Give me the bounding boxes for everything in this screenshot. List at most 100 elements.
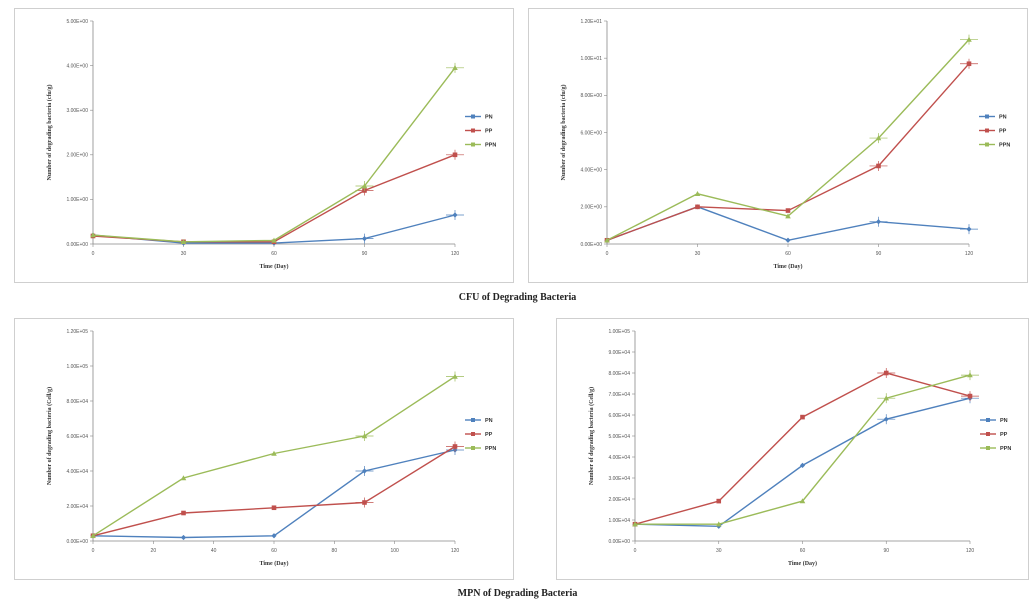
y-tick-label: 0.00E+00 [580, 242, 602, 248]
data-point-pp [967, 393, 973, 399]
x-tick-label: 120 [966, 548, 975, 554]
data-point-ppn [966, 36, 972, 42]
y-tick-label: 1.20E+05 [66, 329, 88, 335]
x-tick-label: 120 [451, 548, 460, 554]
chart-svg-3: 0.00E+00 2.00E+04 4.00E+04 6.00E+04 8.00E+04… [46, 329, 496, 567]
x-tick-label: 20 [151, 548, 157, 554]
y-axis-title: Number of degrading bacteria (cfu/g) [46, 85, 53, 181]
x-tick-label: 90 [883, 548, 889, 554]
data-point-pn [452, 212, 458, 218]
data-point-ppn [604, 237, 610, 243]
data-point-ppn [967, 372, 973, 378]
data-point-pp [181, 510, 186, 516]
x-tick-label: 30 [716, 548, 722, 554]
data-point-ppn [694, 191, 701, 197]
legend-label-pp: PP [1000, 432, 1008, 438]
legend-marker-pn [986, 418, 990, 422]
x-axis-title: Time (Day) [259, 263, 288, 270]
y-axis-title: Number of degrading bacteria (Cell/g) [46, 387, 53, 485]
x-axis-title: Time (Day) [773, 263, 802, 270]
x-axis-title: Time (Day) [788, 560, 817, 567]
caption-mpn: MPN of Degrading Bacteria [457, 588, 578, 599]
x-tick-label: 30 [695, 251, 701, 257]
data-point-pp [966, 61, 972, 67]
y-tick-label: 4.00E+00 [66, 63, 88, 69]
y-tick-label: 2.00E+00 [580, 205, 602, 211]
legend-label-ppn: PPN [1000, 446, 1011, 452]
legend-marker-pn [471, 114, 475, 119]
data-point-pp [876, 163, 881, 169]
y-tick-label: 4.00E+04 [66, 469, 88, 475]
y-tick-label: 3.00E+04 [608, 476, 630, 482]
legend-label-pn: PN [1000, 418, 1008, 424]
legend-label-pp: PP [999, 129, 1007, 135]
y-tick-label: 4.00E+04 [608, 455, 630, 461]
y-tick-label: 0.00E+00 [66, 539, 88, 545]
x-tick-label: 120 [965, 251, 974, 257]
data-point-ppn [90, 532, 96, 538]
data-point-pp [785, 208, 791, 213]
x-tick-label: 60 [271, 548, 277, 554]
legend-marker-ppn [986, 446, 990, 450]
legend-marker-pn [985, 114, 989, 119]
data-point-ppn [271, 450, 277, 456]
x-tick-label: 60 [271, 251, 277, 257]
y-tick-label: 1.00E+00 [66, 197, 88, 203]
data-point-pn [180, 534, 187, 541]
legend-label-pp: PP [485, 129, 493, 135]
y-tick-label: 0.00E+00 [608, 539, 630, 545]
caption-cfu: CFU of Degrading Bacteria [458, 292, 577, 303]
legend-label-ppn: PPN [485, 143, 496, 149]
y-tick-label: 9.00E+04 [608, 350, 630, 356]
legend-marker-pp [471, 128, 475, 133]
y-axis-title: Number of degrading bacteria (Cell/g) [588, 387, 595, 485]
x-tick-label: 90 [876, 251, 882, 257]
data-point-ppn [715, 521, 722, 527]
data-point-pp [271, 505, 277, 511]
legend-label-ppn: PPN [999, 143, 1010, 149]
y-tick-label: 2.00E+04 [66, 504, 88, 510]
y-tick-label: 6.00E+00 [580, 130, 602, 136]
x-tick-label: 100 [390, 548, 399, 554]
data-point-ppn [632, 521, 638, 527]
chart-svg-4: 0.00E+00 1.00E+04 2.00E+04 3.00E+04 4.00E+04… [588, 329, 1011, 567]
data-point-pn [875, 219, 882, 225]
x-axis-title: Time (Day) [259, 560, 288, 567]
chart-panel-1: 0.00E+00 1.00E+00 2.00E+00 3.00E+00 4.00E+00… [14, 8, 514, 283]
data-point-ppn [799, 498, 806, 504]
y-tick-label: 5.00E+00 [66, 19, 88, 25]
data-point-pp [695, 204, 700, 210]
y-tick-label: 8.00E+00 [580, 93, 602, 99]
chart-panel-3: 0.00E+00 2.00E+04 4.00E+04 6.00E+04 8.00E+04… [14, 318, 514, 580]
y-tick-label: 1.00E+04 [608, 518, 630, 524]
x-tick-label: 0 [92, 548, 95, 554]
legend-label-pn: PN [485, 418, 493, 424]
data-point-pp [362, 500, 367, 505]
legend-marker-pn [471, 418, 475, 422]
y-tick-label: 5.00E+04 [608, 434, 630, 440]
series-line-ppn [92, 375, 456, 537]
legend-marker-pp [986, 432, 990, 436]
y-tick-label: 2.00E+00 [66, 153, 88, 159]
data-point-ppn [452, 65, 458, 71]
data-point-ppn [785, 213, 791, 219]
data-point-pp [452, 444, 458, 449]
y-tick-label: 1.00E+05 [608, 329, 630, 335]
legend-label-ppn: PPN [485, 446, 496, 452]
y-tick-label: 0.00E+00 [66, 242, 88, 248]
x-tick-label: 120 [451, 251, 460, 257]
data-point-pn [785, 237, 791, 243]
data-point-ppn [180, 238, 187, 244]
chart-svg-2: 0.00E+00 2.00E+00 4.00E+00 6.00E+00 8.00E+00… [560, 19, 1010, 270]
y-tick-label: 8.00E+04 [608, 371, 630, 377]
data-point-pn [361, 236, 368, 242]
y-tick-label: 2.00E+04 [608, 497, 630, 503]
y-tick-label: 7.00E+04 [608, 392, 630, 398]
data-point-pp [800, 414, 805, 420]
x-tick-label: 0 [606, 251, 609, 257]
x-tick-label: 80 [332, 548, 338, 554]
chart-panel-4: 0.00E+00 1.00E+04 2.00E+04 3.00E+04 4.00E+04… [556, 318, 1029, 580]
legend-marker-ppn [471, 446, 475, 450]
data-point-pp [716, 498, 722, 504]
legend-label-pn: PN [485, 115, 493, 121]
